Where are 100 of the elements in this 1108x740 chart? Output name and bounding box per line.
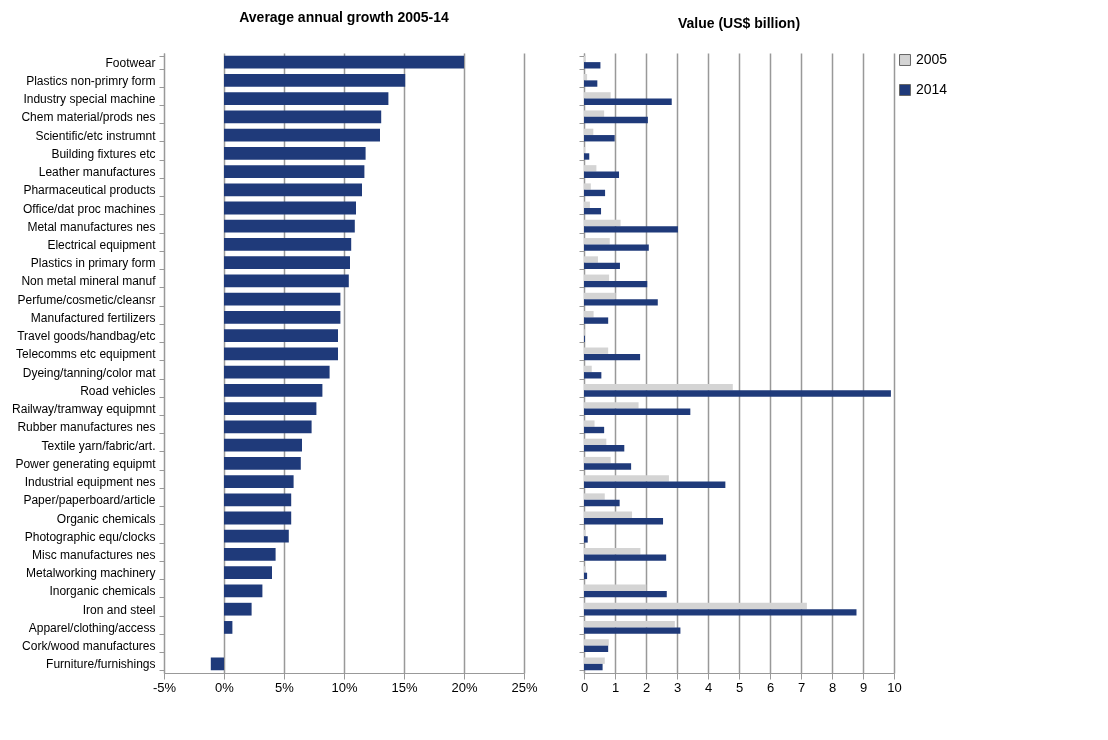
bar bbox=[224, 292, 341, 306]
legend-label: 2014 bbox=[916, 81, 948, 97]
x-tick-label: 9 bbox=[859, 679, 868, 695]
bar bbox=[224, 201, 356, 215]
bar bbox=[224, 55, 464, 69]
x-tick-label: 25% bbox=[511, 679, 538, 695]
y-tick-label: Leather manufactures bbox=[38, 165, 156, 180]
y-tick-label: Manufactured fertilizers bbox=[30, 310, 156, 325]
bar bbox=[584, 627, 681, 634]
bar bbox=[584, 511, 633, 518]
y-tick-label: Electrical equipment bbox=[47, 237, 157, 252]
bar bbox=[584, 390, 891, 397]
y-tick-label: Pharmaceutical products bbox=[23, 183, 156, 198]
x-tick-label: 0% bbox=[215, 679, 235, 695]
y-tick-label: Building fixtures etc bbox=[51, 146, 156, 161]
y-tick-label: Travel goods/handbag/etc bbox=[17, 329, 156, 344]
x-tick-label: 5 bbox=[735, 679, 744, 695]
x-tick-label: 5% bbox=[275, 679, 295, 695]
bar bbox=[224, 92, 389, 105]
bar bbox=[584, 98, 672, 105]
y-tick-label: Plastics non-primry form bbox=[26, 73, 156, 88]
y-tick-label: Scientific/etc instrumnt bbox=[35, 128, 157, 143]
y-tick-label: Organic chemicals bbox=[56, 511, 156, 526]
bar bbox=[584, 299, 658, 306]
x-tick-label: 8 bbox=[828, 679, 837, 695]
x-tick-label: 10 bbox=[887, 679, 902, 695]
y-tick-label: Rubber manufactures nes bbox=[17, 420, 156, 435]
bar bbox=[584, 475, 669, 482]
bar bbox=[224, 146, 366, 160]
bar bbox=[224, 566, 272, 580]
y-tick-label: Chem material/prods nes bbox=[21, 110, 156, 125]
bar bbox=[224, 165, 365, 178]
y-tick-label: Footwear bbox=[105, 55, 156, 70]
y-tick-label: Industry special machine bbox=[23, 92, 156, 107]
x-tick-label: 1 bbox=[611, 679, 620, 695]
x-tick-label: 6 bbox=[766, 679, 775, 695]
bar bbox=[584, 171, 620, 178]
x-tick-label: 0 bbox=[580, 679, 589, 695]
bar bbox=[584, 317, 609, 324]
bar bbox=[224, 238, 352, 251]
bar bbox=[584, 657, 605, 664]
y-tick-label: Power generating equipmt bbox=[15, 456, 157, 471]
bar bbox=[584, 572, 588, 580]
bar bbox=[584, 383, 733, 391]
y-tick-label: Railway/tramway equipmnt bbox=[12, 402, 157, 417]
bar bbox=[584, 408, 691, 415]
bar bbox=[584, 262, 620, 270]
bar bbox=[584, 365, 592, 373]
x-tick-label: 2 bbox=[642, 679, 651, 695]
y-tick-label: Iron and steel bbox=[82, 602, 156, 617]
y-tick-label: Metal manufactures nes bbox=[27, 219, 156, 234]
y-tick-label: Paper/paperboard/article bbox=[23, 493, 156, 508]
bar bbox=[584, 590, 667, 598]
chart-title: Value (US$ billion) bbox=[677, 15, 801, 31]
bar bbox=[584, 481, 726, 488]
y-tick-label: Dyeing/tanning/color mat bbox=[22, 365, 157, 380]
bar bbox=[224, 274, 349, 288]
y-tick-label: Metalworking machinery bbox=[26, 566, 156, 581]
bar bbox=[584, 128, 594, 136]
bar bbox=[584, 353, 641, 361]
bar bbox=[224, 329, 338, 343]
bar bbox=[584, 80, 598, 87]
bar bbox=[584, 62, 601, 69]
bar bbox=[584, 135, 615, 142]
bar bbox=[584, 645, 609, 653]
bar bbox=[584, 554, 667, 561]
bar bbox=[584, 244, 649, 251]
bar bbox=[584, 426, 605, 434]
bar bbox=[224, 128, 380, 142]
bar bbox=[584, 208, 602, 215]
bar bbox=[224, 584, 263, 598]
bar bbox=[224, 456, 301, 470]
bar bbox=[224, 529, 289, 543]
bar bbox=[224, 73, 406, 87]
bar bbox=[584, 226, 678, 233]
bar bbox=[224, 383, 323, 397]
bar bbox=[584, 201, 590, 208]
bar bbox=[584, 420, 595, 427]
bar bbox=[584, 347, 609, 354]
y-tick-label: Furniture/furnishings bbox=[46, 657, 156, 672]
bar bbox=[584, 602, 807, 610]
bar bbox=[584, 548, 641, 555]
bar bbox=[584, 456, 611, 464]
x-tick-label: 20% bbox=[451, 679, 478, 695]
bar bbox=[584, 663, 603, 671]
y-tick-label: Apparel/clothing/access bbox=[28, 620, 156, 635]
bar bbox=[224, 402, 317, 415]
bar bbox=[210, 657, 224, 671]
bar bbox=[584, 493, 605, 500]
bar bbox=[224, 219, 355, 233]
bar bbox=[584, 311, 594, 318]
legend-label: 2005 bbox=[916, 51, 948, 67]
bar bbox=[584, 402, 639, 409]
bar bbox=[584, 280, 648, 288]
bar bbox=[224, 493, 292, 507]
bar bbox=[584, 621, 675, 628]
bar bbox=[224, 475, 294, 488]
bar bbox=[584, 639, 609, 646]
bar bbox=[584, 536, 588, 543]
x-tick-label: 10% bbox=[331, 679, 358, 695]
